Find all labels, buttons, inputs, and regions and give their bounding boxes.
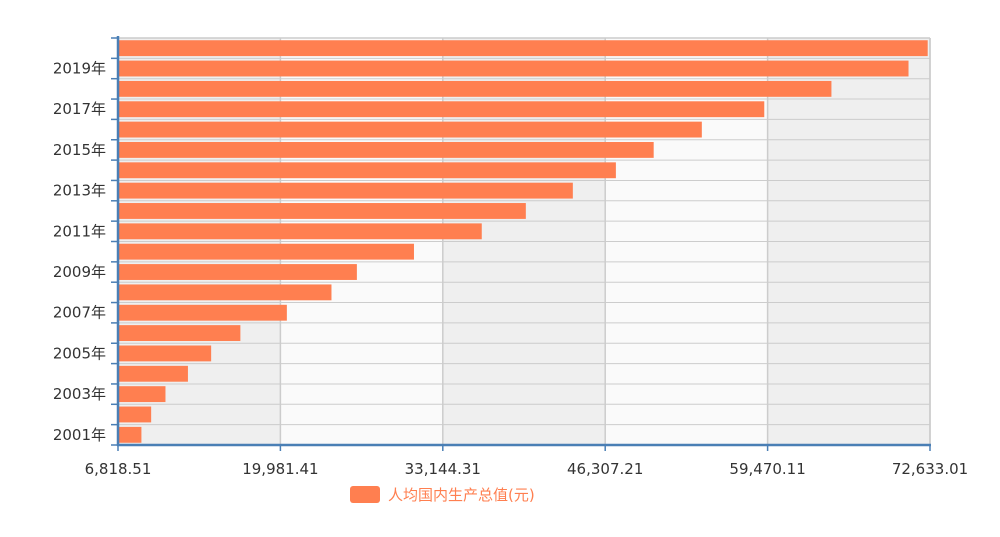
y-tick-label: 2007年 <box>53 304 106 322</box>
y-tick-label: 2009年 <box>53 263 106 281</box>
bars-group <box>118 40 928 443</box>
y-tick-label: 2003年 <box>53 385 106 403</box>
y-tick-label: 2011年 <box>53 222 106 240</box>
y-tick-label: 2001年 <box>53 426 106 444</box>
x-tick-label: 59,470.11 <box>729 460 805 478</box>
x-tick-label: 46,307.21 <box>567 460 643 478</box>
bar-2006年[interactable] <box>118 325 241 342</box>
bar-2002年[interactable] <box>118 406 152 423</box>
y-tick-label: 2013年 <box>53 182 106 200</box>
y-tick-label: 2017年 <box>53 100 106 118</box>
bar-2003年[interactable] <box>118 386 166 403</box>
y-tick-label: 2019年 <box>53 60 106 78</box>
bar-2001年[interactable] <box>118 426 142 443</box>
bar-2017年[interactable] <box>118 101 765 118</box>
legend-swatch <box>350 486 380 503</box>
y-axis-ticks: 2001年 2003年 2005年 2007年 2009年 2011年 2013年 2015年… <box>53 37 118 446</box>
bar-2004年[interactable] <box>118 365 188 382</box>
y-tick-label: 2015年 <box>53 141 106 159</box>
bar-2019年[interactable] <box>118 60 909 77</box>
grid-lines <box>118 37 931 446</box>
legend[interactable]: 人均国内生产总值(元) <box>350 484 535 505</box>
bar-2008年[interactable] <box>118 284 332 301</box>
bar-2009年[interactable] <box>118 264 357 280</box>
bar-2010年[interactable] <box>118 243 414 260</box>
bar-2018年[interactable] <box>118 80 832 97</box>
legend-label: 人均国内生产总值(元) <box>388 486 535 504</box>
bar-2012年[interactable] <box>118 203 526 219</box>
bar-2013年[interactable] <box>118 182 573 199</box>
x-axis-ticks: 6,818.51 19,981.41 33,144.31 46,307.21 59,47… <box>85 445 968 478</box>
bar-2016年[interactable] <box>118 121 702 138</box>
bar-2011年[interactable] <box>118 223 482 240</box>
x-tick-label: 33,144.31 <box>405 460 481 478</box>
y-tick-label: 2005年 <box>53 344 106 362</box>
x-tick-label: 19,981.41 <box>242 460 318 478</box>
bar-2020年[interactable] <box>118 40 928 57</box>
x-tick-label: 72,633.01 <box>892 460 968 478</box>
bar-2005年[interactable] <box>118 345 212 362</box>
bar-2007年[interactable] <box>118 304 287 321</box>
bar-2014年[interactable] <box>118 162 616 179</box>
x-tick-label: 6,818.51 <box>85 460 152 478</box>
bar-2015年[interactable] <box>118 141 654 158</box>
